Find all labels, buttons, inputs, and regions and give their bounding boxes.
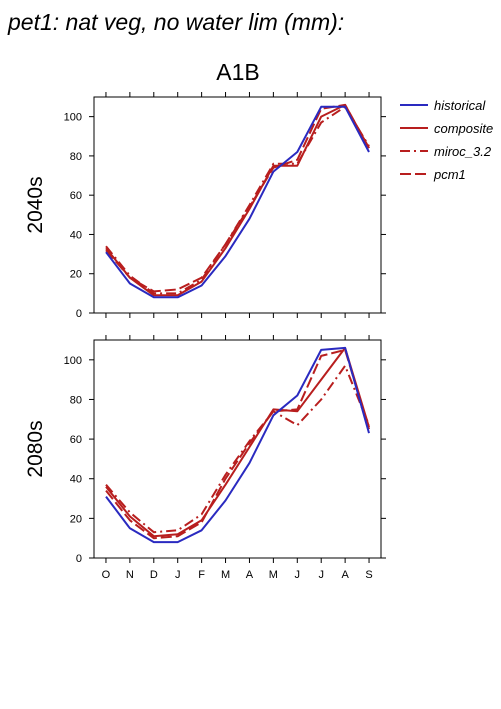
- x-tick-label: F: [198, 569, 205, 581]
- series-line-pcm1: [105, 348, 370, 540]
- series-line-historical: [105, 105, 370, 299]
- y-tick-label: 20: [70, 269, 82, 281]
- x-tick-label: S: [365, 569, 372, 581]
- y-tick-label: 80: [70, 151, 82, 163]
- y-tick-label: 80: [70, 394, 82, 406]
- series-line-miroc-3-2: [105, 364, 370, 534]
- x-tick-label: J: [318, 569, 324, 581]
- panel-2040s: 0 20 40 60 80 100 2040s: [24, 92, 386, 320]
- legend-label: pcm1: [433, 167, 466, 182]
- series-line-historical: [105, 346, 370, 544]
- series-line-miroc-3-2: [105, 105, 370, 295]
- series-line-composite: [105, 346, 370, 538]
- plot-frame: [93, 339, 382, 559]
- x-tick-label: M: [221, 569, 230, 581]
- y-tick-label: 0: [76, 308, 82, 320]
- y-tick-label: 0: [76, 553, 82, 565]
- y-tick-label: 60: [70, 434, 82, 446]
- x-tick-label: A: [341, 569, 349, 581]
- x-tick-label: D: [150, 569, 158, 581]
- period-label: 2080s: [24, 420, 47, 477]
- x-tick-label: M: [269, 569, 278, 581]
- legend-label: miroc_3.2: [434, 144, 492, 159]
- series-line-composite: [105, 103, 370, 297]
- legend: historical composite miroc_3.2 pcm1: [400, 98, 493, 182]
- x-tick-label: J: [175, 569, 181, 581]
- y-tick-label: 100: [64, 112, 82, 124]
- x-tick-label: N: [126, 569, 134, 581]
- x-tick-label: J: [295, 569, 301, 581]
- plot-frame: [93, 96, 382, 314]
- scenario-title: A1B: [216, 59, 259, 85]
- y-tick-label: 40: [70, 474, 82, 486]
- x-tick-label: A: [246, 569, 254, 581]
- y-tick-label: 20: [70, 513, 82, 525]
- period-label: 2040s: [24, 176, 47, 233]
- legend-label: historical: [434, 98, 486, 113]
- series-line-pcm1: [105, 103, 370, 293]
- x-tick-label: O: [102, 569, 111, 581]
- y-tick-label: 40: [70, 229, 82, 241]
- y-tick-label: 60: [70, 190, 82, 202]
- legend-label: composite: [434, 121, 493, 136]
- page-title: pet1: nat veg, no water lim (mm):: [7, 9, 344, 35]
- y-tick-label: 100: [64, 355, 82, 367]
- panel-2080s: 0 20 40 60 80 100 O N D J F M A M J J A S 2080s: [24, 335, 386, 581]
